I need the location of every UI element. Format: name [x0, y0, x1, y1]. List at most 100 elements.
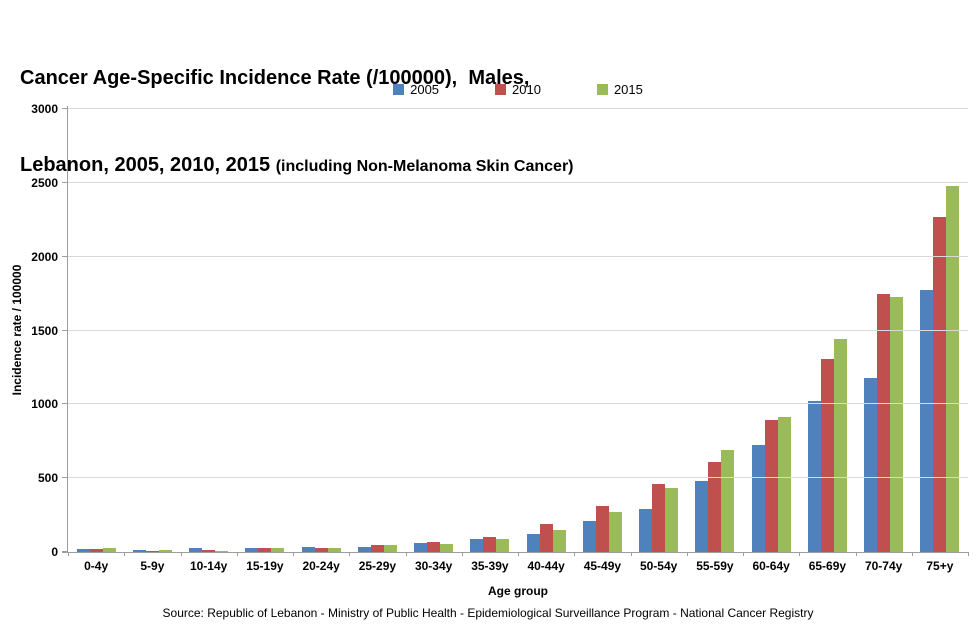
bar-2015-5-9y [158, 549, 172, 552]
x-axis-tick-label: 20-24y [302, 559, 340, 573]
y-axis-tick [62, 329, 68, 331]
legend-label: 2005 [410, 81, 440, 97]
legend-item-2015: 2015 [596, 81, 643, 97]
y-axis-tick [62, 551, 68, 552]
y-axis-line [67, 106, 68, 552]
bar-2005-70-74y [864, 377, 878, 552]
bar-2005-20-24y [301, 546, 315, 552]
x-axis-tick [405, 552, 407, 556]
x-axis-tick [518, 552, 519, 556]
y-axis-tick-label: 2500 [31, 175, 58, 190]
bar-2005-25-29y [357, 546, 371, 552]
bar-2005-15-19y [245, 548, 259, 552]
y-axis-title: Incidence rate / 100000 [10, 264, 24, 396]
bar-group-65-69y [799, 339, 855, 552]
bar-2015-45-49y [608, 512, 622, 552]
bar-2005-0-4y [76, 549, 90, 552]
x-axis-tick [686, 552, 688, 556]
x-axis-tick [349, 552, 351, 556]
x-axis-tick [68, 552, 69, 556]
bar-group-30-34y [406, 542, 462, 552]
bar-group-50-54y [631, 484, 687, 552]
bar-group-0-4y [68, 548, 124, 552]
y-axis-tick-labels: 0 500 1000 1500 2000 2500 3000 [0, 102, 58, 559]
bar-group-10-14y [181, 548, 237, 552]
bar-group-15-19y [237, 547, 293, 552]
bar-group-70-74y [856, 293, 912, 552]
chart-title-line2-paren: (including Non-Melanoma Skin Cancer) [275, 158, 574, 175]
x-axis-tick-label: 0-4y [84, 559, 109, 573]
x-axis-tick-label: 40-44y [527, 559, 565, 573]
bar-group-75+y [912, 185, 968, 552]
bar-2015-50-54y [665, 487, 679, 552]
bar-group-35-39y [462, 536, 518, 552]
x-axis-tick [799, 552, 801, 556]
legend-item-2005: 2005 [393, 82, 439, 97]
x-axis-tick [911, 552, 913, 556]
bar-group-20-24y [293, 546, 349, 552]
bar-group-60-64y [743, 416, 799, 552]
x-axis-tick [630, 552, 632, 556]
y-axis-tick-label: 1000 [31, 397, 58, 412]
x-axis-tick-labels: 0-4y 5-9y 10-14y 15-19y 20-24y 25-29y 30-34y 35… [68, 559, 968, 573]
bar-2010-70-74y [877, 293, 891, 552]
x-axis-tick-label: 10-14y [189, 559, 228, 573]
bar-2010-35-39y [483, 536, 497, 552]
bar-2010-5-9y [145, 550, 159, 552]
bar-2005-5-9y [132, 549, 146, 552]
y-axis-tick-label: 1500 [31, 323, 58, 338]
legend-label: 2015 [613, 81, 643, 97]
gridline [68, 181, 968, 183]
bar-2015-0-4y [102, 548, 116, 552]
source-note: Source: Republic of Lebanon - Ministry o… [162, 606, 814, 620]
x-axis-tick-label: 60-64y [752, 559, 790, 573]
x-axis-tick-label: 45-49y [583, 559, 622, 573]
legend-swatch-icon [596, 83, 608, 95]
bar-2015-30-34y [440, 543, 454, 552]
x-axis-tick-label: 70-74y [864, 559, 903, 573]
chart-legend: 2005 2010 2015 [68, 80, 968, 98]
bar-2015-25-29y [383, 544, 397, 552]
bar-2005-35-39y [470, 539, 484, 552]
bar-2005-40-44y [526, 534, 540, 552]
x-axis-tick-label: 50-54y [639, 559, 678, 573]
bar-2015-60-64y [777, 416, 791, 552]
bar-2010-40-44y [539, 523, 553, 552]
bar-group-45-49y [574, 505, 630, 552]
legend-swatch-icon [393, 83, 405, 95]
gridline [68, 329, 968, 331]
x-axis-tick-label: 35-39y [471, 559, 509, 573]
bar-2015-10-14y [215, 550, 229, 552]
bar-2010-15-19y [258, 547, 272, 552]
bar-2005-50-54y [639, 509, 653, 552]
x-axis-tick-label: 55-59y [696, 559, 734, 573]
bar-2010-55-59y [708, 461, 722, 552]
bar-2005-60-64y [751, 444, 765, 552]
gridline [68, 108, 968, 109]
x-axis-tick [293, 552, 294, 556]
y-axis-tick [62, 403, 68, 405]
y-axis-tick [62, 108, 68, 109]
bar-2005-55-59y [695, 481, 709, 552]
y-axis-tick [62, 477, 68, 479]
plot-area [62, 108, 969, 556]
bar-2010-60-64y [764, 419, 778, 552]
y-axis-tick-label: 2000 [31, 249, 58, 264]
bar-2015-40-44y [552, 529, 566, 552]
bar-2015-65-69y [833, 339, 847, 552]
x-axis-tick-label: 25-29y [358, 559, 397, 573]
gridline [68, 403, 968, 405]
bar-2015-15-19y [271, 548, 285, 552]
legend-item-2010: 2010 [495, 82, 541, 97]
x-axis-tick-label: 65-69y [808, 559, 847, 573]
bar-2005-30-34y [414, 543, 428, 552]
bar-2010-75+y [933, 216, 947, 552]
chart-title: Cancer Age-Specific Incidence Rate (/100… [20, 6, 574, 239]
gridline [68, 255, 968, 257]
bar-2005-45-49y [582, 521, 596, 552]
bar-2010-20-24y [314, 547, 328, 552]
x-axis-tick-label: 75+y [926, 559, 954, 573]
y-axis-tick [62, 181, 68, 183]
bar-2010-25-29y [370, 545, 384, 552]
bar-2015-75+y [946, 185, 960, 552]
